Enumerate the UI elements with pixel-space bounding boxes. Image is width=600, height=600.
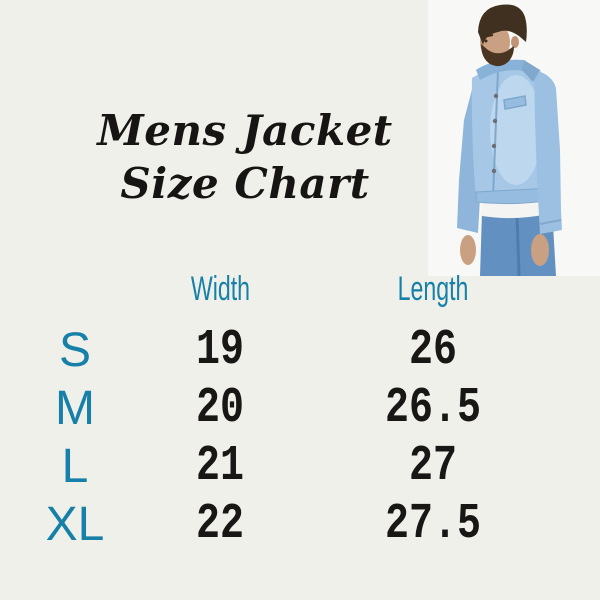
size-table: Width Length S 19 26 M 20 26.5 L 21 27 X… <box>0 262 576 554</box>
jacket-placket-seam <box>492 69 499 199</box>
table-row-xl: XL 22 27.5 <box>0 496 576 554</box>
width-value: 19 <box>195 322 244 379</box>
jacket-collar <box>476 59 534 80</box>
eyebrow <box>482 34 494 38</box>
length-value: 27.5 <box>384 496 482 553</box>
left-hand <box>460 235 476 265</box>
beard <box>481 44 514 67</box>
table-body: S 19 26 M 20 26.5 L 21 27 XL 22 27.5 <box>0 322 576 554</box>
eye <box>484 39 488 43</box>
table-row-m: M 20 26.5 <box>0 380 576 438</box>
right-hand <box>531 234 549 266</box>
size-label: S <box>58 324 91 377</box>
width-value: 22 <box>195 496 244 553</box>
page-title: Mens Jacket Size Chart <box>15 104 475 210</box>
ear <box>511 36 519 48</box>
chest-pocket-flap <box>503 95 527 110</box>
table-row-s: S 19 26 <box>0 322 576 380</box>
denim-jacket-model-illustration <box>428 0 600 277</box>
page-title-line1: Mens Jacket <box>97 106 393 155</box>
table-header-row: Width Length <box>0 262 576 316</box>
jacket-highlight <box>490 75 542 185</box>
jacket-button <box>493 93 499 99</box>
right-sleeve <box>534 70 562 234</box>
jacket-collar-back <box>522 60 540 82</box>
length-value: 27 <box>408 438 457 495</box>
size-label: M <box>55 382 95 435</box>
jacket-button <box>492 118 498 124</box>
length-value: 26.5 <box>384 380 482 437</box>
jeans-seam <box>515 213 521 277</box>
jacket-button <box>491 168 497 174</box>
column-header-width: Width <box>190 270 250 308</box>
model-photo <box>428 0 600 277</box>
size-label: XL <box>45 498 105 551</box>
table-row-l: L 21 27 <box>0 438 576 496</box>
page-title-line2: Size Chart <box>120 159 370 208</box>
length-value: 26 <box>408 322 457 379</box>
width-value: 21 <box>195 438 244 495</box>
column-header-length: Length <box>397 270 469 308</box>
width-value: 20 <box>195 380 244 437</box>
jacket-button <box>491 143 497 149</box>
size-label: L <box>61 440 89 493</box>
sleeve-cuff-seam <box>539 219 562 225</box>
